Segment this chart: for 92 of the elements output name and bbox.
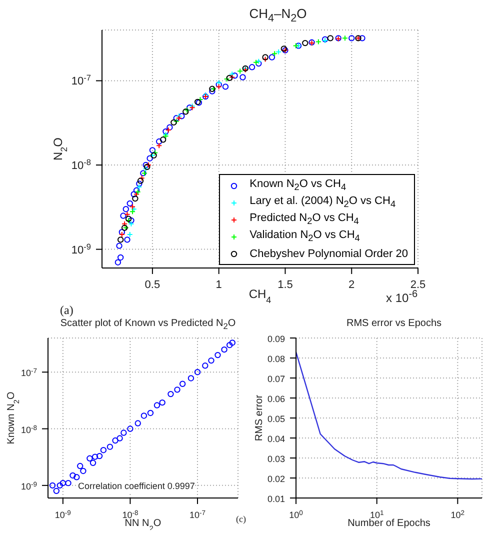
point — [136, 184, 142, 190]
point — [302, 40, 308, 46]
point — [156, 142, 162, 149]
point — [130, 191, 137, 198]
y-tick-label: 0.05 — [267, 414, 285, 424]
chart-title: Scatter plot of Known vs Predicted N$_{2}$O — [59, 318, 237, 333]
point — [232, 72, 238, 79]
point — [327, 35, 334, 42]
point — [359, 35, 366, 42]
y-tick-label: 0.01 — [267, 494, 285, 504]
y-tick-label: 0.07 — [267, 374, 285, 384]
x-tick-label: 1 — [216, 279, 222, 291]
point — [166, 124, 173, 130]
point — [226, 74, 233, 82]
point — [114, 259, 122, 266]
chart-title: RMS error vs Epochs — [345, 318, 443, 331]
x-tick-label: 2.5 — [410, 279, 426, 291]
x-tick-label: 0.5 — [144, 279, 160, 291]
x-tick-label: 10$^{-7}$ — [189, 510, 206, 520]
text: x 10$^{-6}$ — [386, 289, 418, 305]
x-tick-label: 10$^{0}$ — [289, 510, 304, 520]
point — [117, 254, 124, 261]
point — [122, 206, 129, 212]
point — [120, 212, 126, 219]
legend-label: Chebyshev Polynomial Order 20 — [250, 248, 408, 260]
point — [156, 138, 162, 145]
point — [132, 195, 138, 202]
text: (a) — [60, 303, 74, 318]
point — [342, 35, 348, 42]
point — [136, 180, 142, 187]
point — [209, 88, 216, 94]
y-tick-label: 0.04 — [267, 434, 285, 444]
point — [146, 155, 153, 162]
point — [117, 236, 124, 243]
point — [170, 119, 177, 126]
y-tick-label: 10$^{-9}$ — [71, 242, 92, 256]
y-tick-label: 0.08 — [267, 354, 285, 364]
point — [229, 74, 236, 80]
x-tick-label: 1.5 — [278, 279, 293, 291]
annotation: Correlation coefficient 0.9997 — [78, 481, 195, 492]
y-tick-label: 10$^{-8}$ — [71, 158, 92, 172]
y-tick-label: 10$^{-9}$ — [20, 480, 38, 492]
legend-label: Validation N$_{2}$O vs CH$_{4}$ — [250, 229, 360, 244]
point — [116, 242, 122, 249]
point — [122, 220, 128, 227]
point — [222, 84, 229, 90]
point — [248, 64, 256, 70]
point — [126, 200, 133, 207]
point — [137, 178, 144, 184]
x-axis-title: CH$_{4}$ — [248, 287, 272, 305]
y-axis-title: RMS error — [254, 394, 265, 442]
point — [130, 208, 136, 215]
y-tick-label: 0.02 — [267, 474, 285, 484]
point — [173, 118, 180, 124]
y-tick-label: 10$^{-8}$ — [20, 424, 38, 435]
point — [276, 48, 282, 55]
x-tick-label: 10$^{-8}$ — [122, 510, 138, 520]
point — [160, 136, 166, 143]
y-tick-label: 0.09 — [267, 334, 285, 344]
x-tick-label: 10$^{1}$ — [370, 510, 384, 520]
y-tick-label: 10$^{-7}$ — [71, 73, 92, 88]
point — [186, 104, 193, 111]
legend-label: Known N$_{2}$O vs CH$_{4}$ — [250, 178, 346, 193]
point — [162, 128, 169, 135]
x-tick-label: 2 — [348, 279, 355, 291]
text: (c) — [236, 514, 246, 524]
point — [138, 175, 145, 182]
point — [253, 59, 260, 66]
point — [237, 68, 244, 74]
point — [348, 35, 355, 42]
point — [128, 220, 134, 227]
point — [130, 204, 136, 210]
point — [240, 74, 246, 80]
point — [149, 147, 156, 154]
x-axis-title: Number of Epochs — [348, 518, 430, 529]
x-tick-label: 10$^{2}$ — [450, 510, 465, 520]
y-tick-label: 0.06 — [267, 394, 285, 404]
x-tick-label: 10$^{-9}$ — [54, 510, 72, 520]
point — [124, 236, 130, 243]
point — [256, 60, 262, 67]
legend-label: Lary et al. (2004) N$_{2}$O vs CH$_{4}$ — [250, 195, 396, 210]
chart-title: CH$_{4}$–N$_{2}$O — [248, 6, 308, 26]
point — [152, 150, 158, 156]
legend-label: Predicted N$_{2}$O vs CH$_{4}$ — [250, 212, 359, 227]
point — [124, 211, 130, 218]
point — [128, 217, 134, 224]
point — [315, 38, 322, 45]
point — [268, 54, 276, 60]
y-tick-label: 10$^{-7}$ — [20, 368, 38, 378]
point — [292, 42, 299, 49]
y-tick-label: 0.03 — [267, 454, 285, 464]
point — [272, 50, 278, 57]
